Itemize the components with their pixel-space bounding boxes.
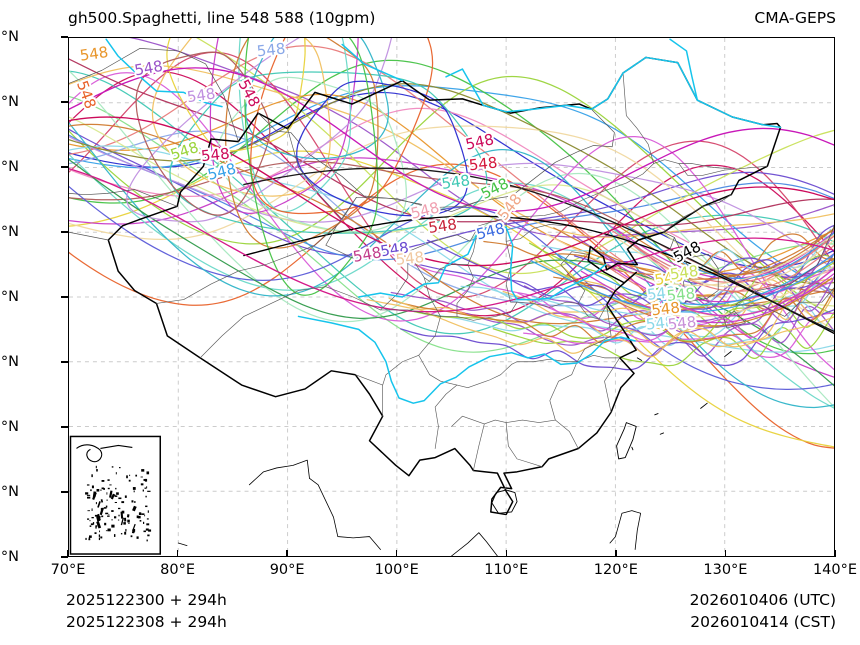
contour-label: 548	[352, 243, 383, 266]
contour-label: 548	[440, 171, 471, 193]
x-tick-label: 100°E	[374, 562, 419, 578]
svg-text:548: 548	[200, 144, 230, 165]
init-utc-line: 2025122300 + 294h	[66, 591, 227, 609]
model-label: CMA-GEPS	[754, 9, 836, 27]
contour-label: 548	[427, 215, 458, 237]
contour-label: 548	[379, 239, 410, 261]
x-tick-label: 140°E	[812, 562, 858, 578]
map-plot-area: 548 548 548 548 548 548 548 548 548 548 548 548 548 5…	[68, 37, 835, 557]
valid-cst-line: 2026010414 (CST)	[690, 613, 836, 631]
contour-label: 548	[669, 262, 700, 284]
contour-label: 548	[666, 284, 696, 305]
x-tick-mark	[724, 550, 727, 557]
y-tick-label: 55°N	[0, 29, 19, 45]
x-tick-mark	[176, 550, 179, 557]
y-tick-mark	[61, 426, 68, 428]
y-tick-label: 40°N	[0, 224, 19, 240]
y-tick-mark	[61, 101, 68, 103]
contour-label: 548	[651, 299, 681, 320]
svg-text:548: 548	[79, 43, 110, 65]
y-tick-mark	[61, 231, 68, 233]
x-tick-label: 130°E	[703, 562, 748, 578]
contour-label: 548	[475, 219, 507, 243]
y-tick-label: 20°N	[0, 484, 19, 500]
ensemble-contour-lines	[69, 38, 834, 449]
y-tick-label: 25°N	[0, 419, 19, 435]
x-tick-label: 120°E	[593, 562, 638, 578]
y-tick-label: 45°N	[0, 159, 19, 175]
y-tick-mark	[61, 361, 68, 363]
svg-text:548: 548	[395, 248, 425, 269]
svg-text:548: 548	[352, 243, 383, 266]
contour-label: 548	[645, 313, 675, 334]
map-geography	[69, 38, 834, 556]
x-tick-label: 110°E	[484, 562, 529, 578]
init-cst-line: 2025122308 + 294h	[66, 613, 227, 631]
svg-text:548: 548	[468, 153, 498, 174]
contour-label: 548	[646, 283, 676, 304]
contour-label: 548	[133, 57, 164, 80]
x-tick-mark	[396, 550, 398, 557]
y-tick-label: 50°N	[0, 94, 19, 110]
contour-label: 548	[73, 78, 100, 111]
y-tick-label: 35°N	[0, 289, 19, 305]
contour-label: 548	[395, 248, 425, 269]
x-tick-label: 70°E	[50, 562, 86, 578]
x-tick-mark	[505, 550, 507, 557]
y-tick-mark	[61, 166, 68, 168]
contour-label: 548	[468, 153, 498, 174]
x-tick-mark	[615, 550, 617, 557]
x-tick-mark	[286, 550, 288, 557]
y-tick-label: 30°N	[0, 354, 19, 370]
contour-label: 548	[200, 144, 230, 165]
x-tick-mark	[67, 550, 69, 557]
chart-title: gh500.Spaghetti, line 548 588 (10gpm)	[68, 9, 376, 27]
contour-label: 548	[256, 40, 286, 61]
svg-text:548: 548	[645, 313, 675, 334]
x-tick-label: 90°E	[269, 562, 305, 578]
contour-label: 548	[186, 84, 217, 106]
y-tick-mark	[61, 491, 68, 493]
contour-label: 548	[79, 43, 110, 65]
y-tick-mark	[61, 296, 68, 298]
valid-utc-line: 2026010406 (UTC)	[689, 591, 836, 609]
contour-label: 548	[667, 313, 697, 334]
gridlines	[69, 38, 834, 556]
contour-label: 548	[464, 130, 496, 154]
contour-label: 548	[653, 267, 684, 290]
y-tick-mark	[61, 556, 68, 558]
x-tick-label: 80°E	[160, 562, 195, 578]
y-tick-label: 15°N	[0, 549, 19, 565]
y-tick-mark	[61, 36, 68, 38]
x-tick-mark	[834, 550, 836, 557]
south-china-sea-islands-inset	[69, 435, 162, 555]
initialization-time-block: 2025122300 + 294h 2025122308 + 294h	[66, 589, 227, 633]
svg-text:548: 548	[667, 313, 697, 334]
valid-time-block: 2026010406 (UTC) 2026010414 (CST)	[690, 589, 836, 633]
